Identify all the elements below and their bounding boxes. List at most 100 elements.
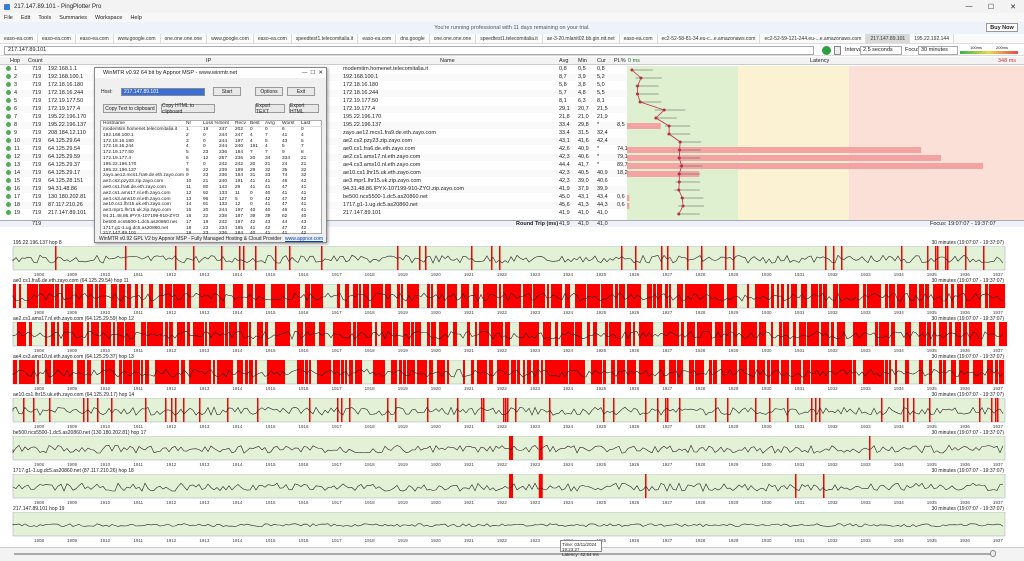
- hop-row[interactable]: 13 719 64.125.29.37 ae4.cs3.ams10.nl.eth.za…: [0, 162, 628, 169]
- scroll-thumb[interactable]: [990, 550, 996, 557]
- winmtr-row[interactable]: 195.22.196.137 8 22 239 189 29 32 35 32: [101, 168, 323, 174]
- pause-icon[interactable]: [834, 46, 841, 55]
- hop-graph[interactable]: ae4.cs3.ams10.nl.eth.zayo.com (64.125.29…: [0, 354, 1024, 392]
- hop-row[interactable]: 15 719 64.125.28.151 ae3.mpr1.lhr15.uk.zip.…: [0, 178, 626, 185]
- menu-edit[interactable]: Edit: [20, 15, 31, 21]
- tab-target[interactable]: easo-ea.com: [0, 34, 38, 43]
- tab-target[interactable]: www.google.com: [114, 34, 161, 43]
- col-name[interactable]: Name: [440, 58, 455, 64]
- menu-file[interactable]: File: [4, 15, 13, 21]
- hop-graph[interactable]: 217.147.89.101 hop 19 30 minutes (19:07:0…: [0, 506, 1024, 544]
- tab-target[interactable]: speedtest1.telecomitalia.it: [292, 34, 359, 43]
- hop-row[interactable]: 11 719 64.125.29.54 ae0.cs1.fra6.de.eth.zay…: [0, 146, 628, 153]
- hop-graph[interactable]: ae2.cs1.ams17.nl.eth.zayo.com (64.125.29…: [0, 316, 1024, 354]
- winmtr-column-header[interactable]: Hostname: [103, 121, 125, 126]
- tab-target[interactable]: dns.google: [396, 34, 430, 43]
- winmtr-copy-html-button[interactable]: Copy HTML to clipboard: [161, 103, 215, 115]
- winmtr-start-button[interactable]: Start: [213, 87, 241, 96]
- winmtr-row[interactable]: zayo.ae12.mcs1.fra9.de.eth.zayo.com 9 23 23…: [101, 173, 323, 179]
- col-cur[interactable]: Cur: [597, 58, 606, 64]
- tab-target[interactable]: easo-ea.com: [254, 34, 292, 43]
- winmtr-row[interactable]: ae0.cs1.fra6.de.eth.zayo.com 11 80 143 29 41 4…: [101, 185, 323, 191]
- hop-graph[interactable]: ae0.cs1.fra6.de.eth.zayo.com (64.125.29.…: [0, 278, 1024, 316]
- winmtr-column-header[interactable]: Nr: [186, 121, 192, 126]
- winmtr-row[interactable]: 195.22.196.170 7 0 242 242 20 21 24 21: [101, 162, 323, 168]
- buy-now-button[interactable]: Buy Now: [986, 23, 1018, 32]
- hop-graph[interactable]: be500.ncs5500-1.dc5.as20860.net (130.180…: [0, 430, 1024, 468]
- hop-row[interactable]: 5 719 172.19.177.50 172.19.177.50 8,1 6,3 8,1: [0, 98, 626, 105]
- menu-summaries[interactable]: Summaries: [59, 15, 88, 21]
- winmtr-row[interactable]: ae2.cs1.ams17.nl.eth.zayo.com 12 92 133 11 0 4…: [101, 191, 323, 197]
- winmtr-link[interactable]: www.appnor.com: [285, 236, 324, 242]
- address-input[interactable]: 217.147.89.101: [4, 46, 814, 55]
- winmtr-export-html-button[interactable]: Export HTML: [289, 103, 319, 115]
- winmtr-column-header[interactable]: Worst: [282, 121, 295, 126]
- maximize-button[interactable]: ☐: [987, 3, 995, 11]
- winmtr-options-button[interactable]: Options: [255, 87, 283, 96]
- menu-workspace[interactable]: Workspace: [95, 15, 123, 21]
- winmtr-row[interactable]: 217.147.89.101 19 23 236 184 40 41 41 42: [101, 231, 323, 237]
- tab-target[interactable]: one.one.one.one: [430, 34, 477, 43]
- col-latency[interactable]: Latency: [810, 58, 830, 64]
- col-avg[interactable]: Avg: [559, 58, 569, 64]
- tab-target[interactable]: easo-ea.com: [76, 34, 114, 43]
- winmtr-column-header[interactable]: Avrg: [265, 121, 275, 126]
- winmtr-row[interactable]: 1717.g1-1.ug.dc5.as20860.net 18 23 234 185 41…: [101, 226, 323, 232]
- winmtr-row[interactable]: ae4.cs3.ams10.nl.eth.zayo.com 13 96 127 5 0 42…: [101, 197, 323, 203]
- winmtr-row[interactable]: ae3.mpr1.lhr15.uk.zip.zayo.com 15 20 244 197…: [101, 208, 323, 214]
- hop-row[interactable]: 1 719 192.168.1.1 modemtim.homenet.telecomi…: [0, 66, 626, 73]
- winmtr-row[interactable]: 192.168.100.1 2 0 244 247 4 7 41 4: [101, 133, 323, 139]
- tab-target[interactable]: 195.22.192.144: [910, 34, 954, 43]
- col-count[interactable]: Count: [28, 58, 43, 64]
- tab-target[interactable]: ec2-52-58-81-34.eu-c...e.amazonaws.com: [658, 34, 761, 43]
- tab-target[interactable]: www.google.com: [207, 34, 254, 43]
- winmtr-host-input[interactable]: 217.147.89.101: [121, 88, 205, 96]
- interval-select[interactable]: 2.5 seconds: [860, 46, 902, 55]
- winmtr-row[interactable]: 94.31.48.86.IPYX-107199-910-ZYO 16 22 238 18…: [101, 214, 323, 220]
- tab-target[interactable]: easo-ea.com: [620, 34, 658, 43]
- winmtr-row[interactable]: 172.19.177.50 5 23 236 184 7 7 9 8: [101, 150, 323, 156]
- hop-row[interactable]: 3 719 172.18.16.180 172.18.16.180 5,8 3,8 5,0: [0, 82, 626, 89]
- tab-target[interactable]: one.one.one.one: [161, 34, 208, 43]
- winmtr-export-text-button[interactable]: Export TEXT: [255, 103, 285, 115]
- close-button[interactable]: ✕: [1010, 3, 1016, 11]
- col-pl[interactable]: PL%: [614, 58, 626, 64]
- winmtr-column-header[interactable]: Last: [301, 121, 311, 126]
- bottom-scrollbar[interactable]: [0, 547, 1024, 561]
- focus-select[interactable]: 30 minutes: [918, 46, 958, 55]
- col-ip[interactable]: IP: [206, 58, 212, 64]
- hop-row[interactable]: 17 719 130.180.202.81 be500.ncs5500-1.dc5.a…: [0, 194, 626, 201]
- tab-target[interactable]: easo-ea.com: [38, 34, 76, 43]
- tab-target[interactable]: ae-3-20.mlanit02.bb.gin.ntt.net: [543, 34, 620, 43]
- winmtr-close-icon[interactable]: — ☐ ✕: [301, 70, 323, 76]
- winmtr-column-header[interactable]: Sent: [219, 121, 229, 126]
- col-hop[interactable]: Hop: [10, 58, 21, 64]
- winmtr-row[interactable]: modemtim.homenet.telecomitalia.it 1 19 247 2…: [101, 127, 323, 133]
- winmtr-row[interactable]: 172.18.16.180 3 0 244 197 4 5 43 5: [101, 139, 323, 145]
- hop-graph[interactable]: 195.22.196.137 hop 8 30 minutes (19:07:07…: [0, 240, 1024, 278]
- winmtr-row[interactable]: 172.18.16.244 4 0 244 240 191 4 5 7: [101, 144, 323, 150]
- play-icon[interactable]: [822, 46, 831, 55]
- minimize-button[interactable]: —: [965, 3, 973, 10]
- hop-row[interactable]: 19 719 217.147.89.101 217.147.89.101 41,9 41,…: [0, 210, 626, 217]
- winmtr-column-header[interactable]: Recv: [235, 121, 246, 126]
- hop-row[interactable]: 7 719 195.22.196.170 195.22.196.170 21,8 21,0…: [0, 114, 626, 121]
- col-min[interactable]: Min: [578, 58, 587, 64]
- menu-help[interactable]: Help: [130, 15, 142, 21]
- winmtr-column-header[interactable]: Best: [250, 121, 260, 126]
- winmtr-column-header[interactable]: Loss %: [203, 121, 219, 126]
- menu-tools[interactable]: Tools: [38, 15, 52, 21]
- winmtr-row[interactable]: 172.19.177.4 6 12 267 236 20 34 334 21: [101, 156, 323, 162]
- tab-target[interactable]: ec2-52-59-121-244.eu-...e.amazonaws.com: [760, 34, 867, 43]
- winmtr-row[interactable]: be500.ncs5500-1.dc5.as20860.net 17 19 242 19…: [101, 220, 323, 226]
- hop-graph[interactable]: ae10.cs1.lhr15.uk.eth.zayo.com (64.125.2…: [0, 392, 1024, 430]
- hop-graph[interactable]: 1717.g1-1.ug.dc5.as20860.net (87.117.210…: [0, 468, 1024, 506]
- tab-target[interactable]: easo-ea.com: [358, 34, 397, 43]
- tab-target[interactable]: 217.147.89.101: [866, 34, 911, 43]
- winmtr-row[interactable]: ae10.cs1.lhr15.uk.eth.zayo.com 14 91 133 12 0…: [101, 202, 323, 208]
- winmtr-exit-button[interactable]: Exit: [287, 87, 315, 96]
- winmtr-copy-text-button[interactable]: Copy Text to clipboard: [103, 104, 157, 113]
- winmtr-row[interactable]: ae2.cs2.pzy23.zip.zayo.com 10 21 240 191 41 41…: [101, 179, 323, 185]
- tab-target[interactable]: speedtest1.telecomitalia.it: [476, 34, 543, 43]
- hop-row[interactable]: 9 719 208.184.12.110 zayo.ae12.mcs1.fra9.de…: [0, 130, 626, 137]
